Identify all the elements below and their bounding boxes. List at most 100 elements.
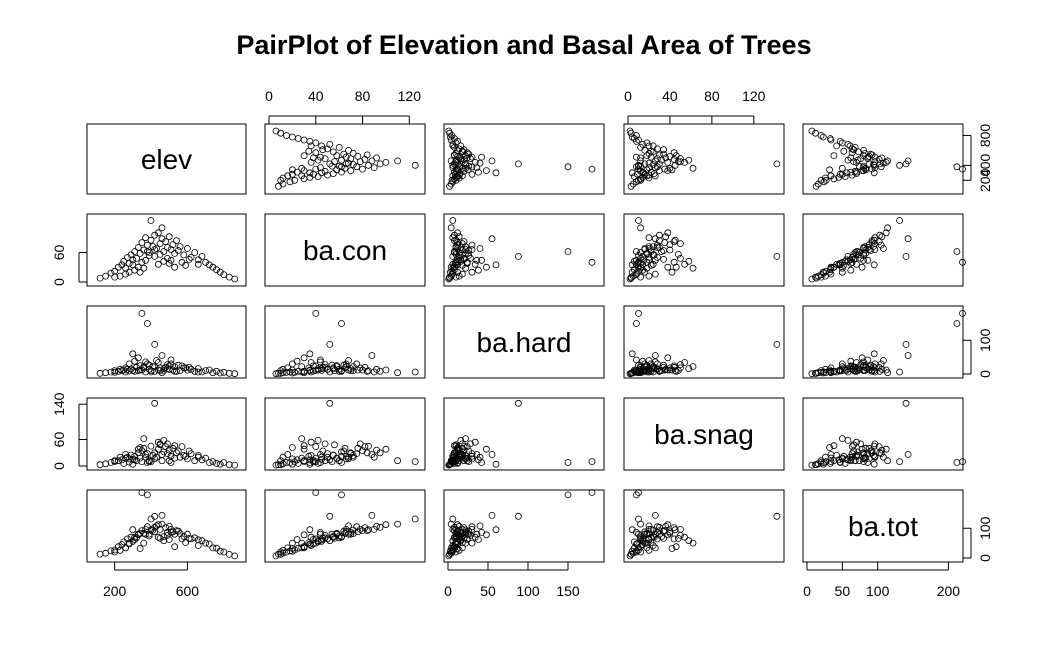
panel-elev-vs-elev: elev xyxy=(86,123,247,195)
data-point xyxy=(645,174,653,182)
data-point xyxy=(349,451,357,459)
data-point xyxy=(316,358,324,366)
data-point xyxy=(376,523,384,531)
panel-ba.tot-vs-elev xyxy=(86,489,247,563)
data-point xyxy=(191,457,199,465)
data-point xyxy=(689,164,697,172)
tick-label: 0 xyxy=(624,88,632,104)
data-point xyxy=(817,367,825,375)
tick-label: 400 xyxy=(977,153,993,177)
tick-label: 0 xyxy=(803,583,811,599)
tick-label: 100 xyxy=(977,516,993,540)
data-point xyxy=(300,167,308,175)
data-point xyxy=(633,540,640,548)
data-point xyxy=(656,237,663,245)
data-point xyxy=(220,368,228,376)
data-point xyxy=(125,539,133,547)
data-point xyxy=(284,364,292,372)
data-point xyxy=(844,436,852,444)
data-point xyxy=(298,435,306,443)
data-point xyxy=(468,163,476,171)
data-point xyxy=(338,491,345,499)
data-point xyxy=(328,458,336,466)
data-point xyxy=(685,537,693,545)
data-point xyxy=(131,456,139,464)
data-point xyxy=(482,263,490,271)
data-point xyxy=(198,456,206,464)
data-point xyxy=(860,249,867,257)
panel-ba.hard-vs-ba.con xyxy=(264,305,426,379)
data-point xyxy=(354,366,362,374)
data-point xyxy=(473,256,481,264)
data-point xyxy=(884,457,891,465)
data-point xyxy=(96,461,104,469)
data-point xyxy=(473,164,481,172)
data-point xyxy=(822,267,830,275)
data-point xyxy=(171,367,179,375)
data-point xyxy=(454,268,462,276)
data-point xyxy=(817,271,825,279)
data-point xyxy=(306,526,314,534)
data-point xyxy=(651,164,659,172)
data-point xyxy=(279,546,287,554)
data-point xyxy=(300,458,308,466)
data-point xyxy=(634,259,641,267)
tick-label: 0 xyxy=(444,583,452,599)
data-point xyxy=(643,139,651,147)
data-point xyxy=(107,368,115,376)
data-point xyxy=(666,366,674,374)
data-point xyxy=(635,267,642,275)
data-point xyxy=(147,515,155,523)
data-point xyxy=(127,251,135,259)
panel-elev-vs-ba.hard xyxy=(443,123,605,195)
data-point xyxy=(476,522,484,530)
data-point xyxy=(129,256,137,264)
data-point xyxy=(143,491,151,499)
data-point xyxy=(307,368,315,376)
data-point xyxy=(450,249,458,256)
data-point xyxy=(142,256,150,264)
data-point xyxy=(844,140,852,148)
data-point xyxy=(628,350,636,358)
data-point xyxy=(165,362,173,370)
data-point xyxy=(463,259,471,267)
data-point xyxy=(880,453,887,461)
data-point xyxy=(111,367,119,375)
data-point xyxy=(654,241,661,249)
data-point xyxy=(627,551,635,558)
data-point xyxy=(468,452,476,460)
data-point xyxy=(462,528,470,536)
data-point xyxy=(637,154,644,162)
data-point xyxy=(847,457,855,465)
data-point xyxy=(460,155,468,163)
data-point xyxy=(670,524,678,531)
data-point xyxy=(449,542,457,549)
data-point xyxy=(376,367,384,375)
data-point xyxy=(468,526,476,533)
data-point xyxy=(455,272,463,280)
data-point xyxy=(660,363,667,371)
data-point xyxy=(216,460,224,468)
data-point xyxy=(125,455,133,463)
data-point xyxy=(626,127,634,135)
data-point xyxy=(151,246,159,253)
data-point xyxy=(465,251,473,259)
data-point xyxy=(182,261,190,269)
data-point xyxy=(342,363,350,371)
data-point xyxy=(272,552,280,560)
data-point xyxy=(354,152,362,160)
data-point xyxy=(840,364,848,372)
data-point xyxy=(860,451,867,458)
data-point xyxy=(231,461,239,469)
data-point xyxy=(446,551,454,558)
data-point xyxy=(300,445,308,453)
data-point xyxy=(488,512,496,519)
data-point xyxy=(447,224,455,232)
data-point xyxy=(870,169,878,177)
data-point xyxy=(651,530,659,538)
data-point xyxy=(328,530,336,538)
data-point xyxy=(681,359,688,366)
data-point xyxy=(847,154,855,162)
data-point xyxy=(411,161,419,169)
data-point xyxy=(213,266,220,274)
